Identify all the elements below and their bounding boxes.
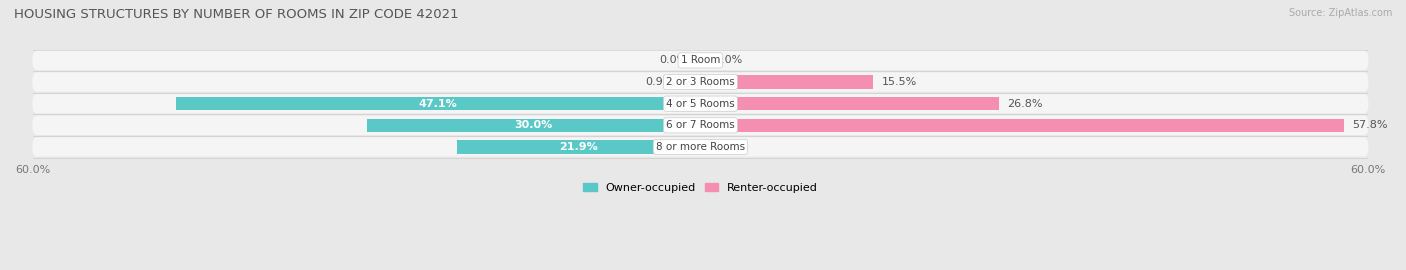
FancyBboxPatch shape [32,116,1368,135]
Legend: Owner-occupied, Renter-occupied: Owner-occupied, Renter-occupied [579,178,823,197]
Text: 0.0%: 0.0% [659,55,688,65]
Bar [700,97,998,110]
Text: 0.95%: 0.95% [645,77,681,87]
Text: 57.8%: 57.8% [1353,120,1388,130]
Text: Source: ZipAtlas.com: Source: ZipAtlas.com [1288,8,1392,18]
Text: 0.0%: 0.0% [714,142,742,152]
Text: 15.5%: 15.5% [882,77,917,87]
Bar [367,119,700,132]
Text: 26.8%: 26.8% [1008,99,1043,109]
Text: 4 or 5 Rooms: 4 or 5 Rooms [666,99,735,109]
Bar [457,140,700,154]
Text: 0.0%: 0.0% [714,55,742,65]
FancyBboxPatch shape [32,94,1368,113]
Bar [176,97,700,110]
Text: HOUSING STRUCTURES BY NUMBER OF ROOMS IN ZIP CODE 42021: HOUSING STRUCTURES BY NUMBER OF ROOMS IN… [14,8,458,21]
FancyBboxPatch shape [32,72,1368,92]
FancyBboxPatch shape [32,137,1368,157]
Text: 30.0%: 30.0% [515,120,553,130]
Text: 1 Room: 1 Room [681,55,720,65]
Text: 8 or more Rooms: 8 or more Rooms [655,142,745,152]
FancyBboxPatch shape [32,51,1368,70]
Text: 21.9%: 21.9% [560,142,598,152]
Bar [690,75,700,89]
Text: 6 or 7 Rooms: 6 or 7 Rooms [666,120,735,130]
Text: 47.1%: 47.1% [419,99,458,109]
Text: 2 or 3 Rooms: 2 or 3 Rooms [666,77,735,87]
Bar [700,75,873,89]
Bar [700,119,1344,132]
